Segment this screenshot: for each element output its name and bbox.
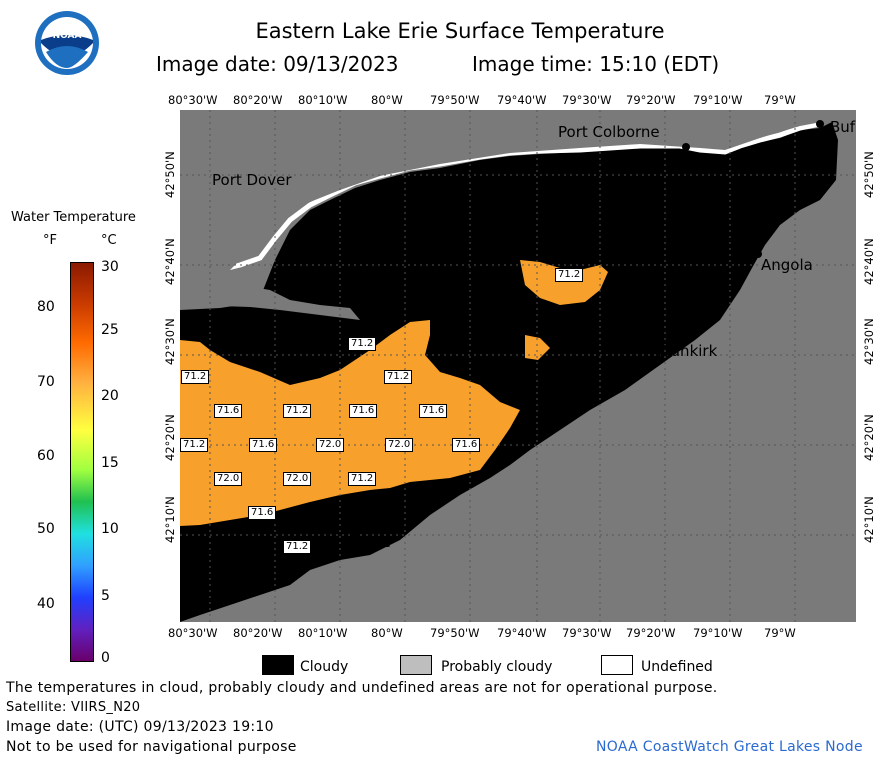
temp-label-6: 71.6 [349,404,378,418]
dunkirk-dot [652,336,660,344]
temp-label-15: 71.2 [348,472,377,486]
warm-water-region [180,320,520,526]
temp-label-16: 71.6 [248,506,277,520]
lat-label-right-0: 42°50'N [862,151,876,198]
lat-label-right-2: 42°30'N [862,318,876,365]
map-title: Eastern Lake Erie Surface Temperature [255,19,665,43]
lat-label-left-3: 42°20'N [163,414,177,461]
lon-label-bottom-6: 79°30'W [562,626,612,640]
colorbar-c-tick-4: 10 [101,521,119,537]
lon-label-bottom-8: 79°10'W [693,626,743,640]
temp-label-17: 71.2 [283,540,312,554]
colorbar-c-tick-5: 5 [101,588,110,604]
buffalo-dot [816,120,824,128]
colorbar-f-tick-3: 50 [37,521,55,537]
legend-cloudy-label: Cloudy [300,659,349,675]
legend-probably-cloudy-label: Probably cloudy [441,659,553,675]
temp-label-3: 71.2 [384,370,413,384]
temp-label-12: 71.6 [452,438,481,452]
lon-label-bottom-7: 79°20'W [626,626,676,640]
noaa-logo: NOAA [34,10,100,76]
temp-label-13: 72.0 [214,472,243,486]
colorbar-f-tick-0: 80 [37,299,55,315]
lat-label-left-0: 42°50'N [163,151,177,198]
temp-label-7: 71.6 [419,404,448,418]
lon-label-top-7: 79°20'W [626,93,676,107]
city-erie: Erie [362,533,392,551]
colorbar-c-tick-0: 30 [101,259,119,275]
colorbar-unit-f: °F [43,233,57,248]
warm-water-patch-mid [525,335,550,360]
temp-label-9: 71.6 [249,438,278,452]
utc-date-text: Image date: (UTC) 09/13/2023 19:10 [6,719,274,735]
colorbar-c-tick-2: 20 [101,388,119,404]
lat-label-right-3: 42°20'N [862,414,876,461]
temp-label-2: 71.2 [181,370,210,384]
city-port-colborne: Port Colborne [558,123,660,141]
temp-label-4: 71.6 [214,404,243,418]
lat-label-right-4: 42°10'N [862,496,876,543]
map-canvas [180,110,856,622]
temp-label-10: 72.0 [316,438,345,452]
image-date: Image date: 09/13/2023 [156,52,399,76]
lon-label-bottom-2: 80°10'W [298,626,348,640]
city-angola: Angola [761,256,813,274]
gridlines [180,110,856,622]
lon-label-bottom-1: 80°20'W [233,626,283,640]
lon-label-top-9: 79°W [764,93,796,107]
colorbar-title: Water Temperature [11,210,136,225]
long-point-land [180,110,856,320]
lon-label-top-3: 80°W [371,93,403,107]
colorbar-f-tick-4: 40 [37,596,55,612]
erie-dot [352,528,360,536]
lon-label-bottom-3: 80°W [371,626,403,640]
temp-label-1: 71.2 [348,337,377,351]
legend-probably-cloudy-swatch [400,655,432,675]
colorbar-c-tick-3: 15 [101,455,119,471]
lon-label-bottom-0: 80°30'W [168,626,218,640]
lon-label-bottom-9: 79°W [764,626,796,640]
legend-cloudy-swatch [262,655,294,675]
city-dunkirk: Dunkirk [659,342,718,360]
lake-surface [180,122,838,622]
city-buffalo: Buf [830,118,856,136]
lon-label-bottom-4: 79°50'W [430,626,480,640]
lake-erie-map [180,110,856,622]
colorbar-unit-c: °C [101,233,117,248]
colorbar-c-tick-1: 25 [101,322,119,338]
disclaimer-text: The temperatures in cloud, probably clou… [6,680,718,696]
lon-label-top-8: 79°10'W [693,93,743,107]
temp-label-14: 72.0 [283,472,312,486]
angola-dot [754,250,762,258]
nav-warning-text: Not to be used for navigational purpose [6,739,297,755]
lat-label-left-2: 42°30'N [163,318,177,365]
colorbar-gradient [70,262,94,662]
lon-label-bottom-5: 79°40'W [497,626,547,640]
satellite-text: Satellite: VIIRS_N20 [6,700,141,715]
lat-label-right-1: 42°40'N [862,238,876,285]
port-colborne-dot [682,143,690,151]
lon-label-top-5: 79°40'W [497,93,547,107]
warm-water-patch-north [520,260,608,305]
lon-label-top-1: 80°20'W [233,93,283,107]
colorbar-c-tick-6: 0 [101,650,110,666]
legend-undefined-label: Undefined [641,659,713,675]
lon-label-top-0: 80°30'W [168,93,218,107]
legend-undefined-swatch [601,655,633,675]
temp-label-0: 71.2 [555,268,584,282]
image-time: Image time: 15:10 (EDT) [472,52,720,76]
lon-label-top-6: 79°30'W [562,93,612,107]
temp-label-11: 72.0 [385,438,414,452]
lon-label-top-4: 79°50'W [430,93,480,107]
temp-label-8: 71.2 [180,438,209,452]
colorbar-f-tick-1: 70 [37,374,55,390]
colorbar-f-tick-2: 60 [37,448,55,464]
credit-text: NOAA CoastWatch Great Lakes Node [596,739,863,755]
temp-label-5: 71.2 [283,404,312,418]
city-port-dover: Port Dover [212,171,292,189]
lat-label-left-4: 42°10'N [163,496,177,543]
lat-label-left-1: 42°40'N [163,238,177,285]
noaa-logo-text: NOAA [52,31,82,41]
lon-label-top-2: 80°10'W [298,93,348,107]
